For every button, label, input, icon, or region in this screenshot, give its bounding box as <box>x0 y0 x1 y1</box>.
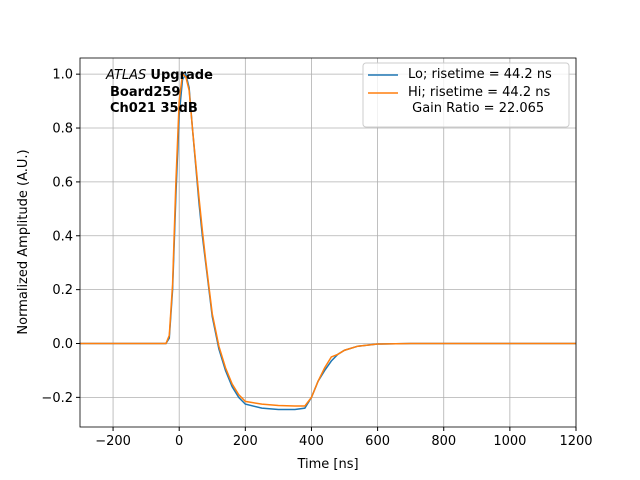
y-axis-label: Normalized Amplitude (A.U.) <box>16 149 31 334</box>
plot-frame <box>79 57 577 428</box>
x-tick-label: 1200 <box>559 434 592 449</box>
y-tick-label: 1.0 <box>52 68 73 83</box>
annotation-line: Ch021 35dB <box>110 101 198 116</box>
x-tick-label: 800 <box>431 434 456 449</box>
x-axis-label: Time [ns] <box>296 457 358 472</box>
y-tick-label: −0.2 <box>41 391 73 406</box>
annotation-line: Board259 <box>110 85 180 100</box>
legend-label: Hi; risetime = 44.2 ns Gain Ratio = 22.0… <box>408 85 551 116</box>
x-tick-label: 400 <box>299 434 324 449</box>
annotation-label: Upgrade <box>150 68 213 83</box>
y-tick-label: 0.6 <box>52 175 73 190</box>
legend-box <box>362 62 570 128</box>
x-tick-label: −200 <box>95 434 131 449</box>
annotation: ATLAS Upgrade <box>105 68 213 83</box>
x-tick-label: 1000 <box>493 434 526 449</box>
y-tick-label: 0.0 <box>52 337 73 352</box>
x-tick-label: 200 <box>233 434 258 449</box>
legend-label: Lo; risetime = 44.2 ns <box>408 67 552 82</box>
y-tick-label: 0.4 <box>52 229 73 244</box>
x-tick-label: 0 <box>175 434 183 449</box>
y-tick-label: 0.8 <box>52 122 73 137</box>
annotation-experiment: ATLAS <box>105 68 146 83</box>
y-tick-label: 0.2 <box>52 283 73 298</box>
x-tick-label: 600 <box>365 434 390 449</box>
series-line <box>80 72 576 407</box>
